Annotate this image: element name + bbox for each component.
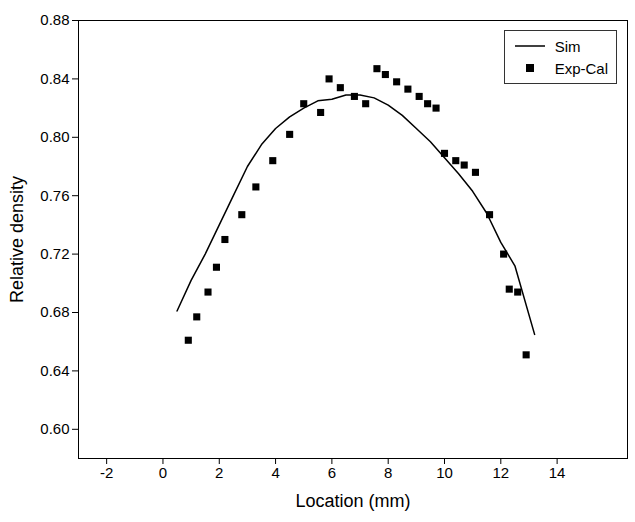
svg-text:0.84: 0.84 [40,70,69,87]
svg-text:0.80: 0.80 [40,128,69,145]
svg-text:Location (mm): Location (mm) [295,491,410,511]
svg-text:10: 10 [436,464,453,481]
svg-text:12: 12 [492,464,509,481]
svg-text:0.64: 0.64 [40,362,69,379]
svg-text:8: 8 [384,464,392,481]
svg-text:4: 4 [271,464,279,481]
html-text:Sim: Sim [554,37,581,55]
svg-text:-2: -2 [100,464,113,481]
svg-text:6: 6 [328,464,336,481]
svg-text:Relative density: Relative density [7,176,27,303]
svg-text:0.68: 0.68 [40,303,69,320]
svg-text:0.88: 0.88 [40,11,69,28]
html-text:Exp-Cal: Exp-Cal [554,59,608,77]
svg-text:14: 14 [549,464,566,481]
svg-text:0.76: 0.76 [40,187,69,204]
svg-text:0.60: 0.60 [40,420,69,437]
svg-text:2: 2 [215,464,223,481]
svg-text:0.72: 0.72 [40,245,69,262]
svg-text:0: 0 [159,464,167,481]
